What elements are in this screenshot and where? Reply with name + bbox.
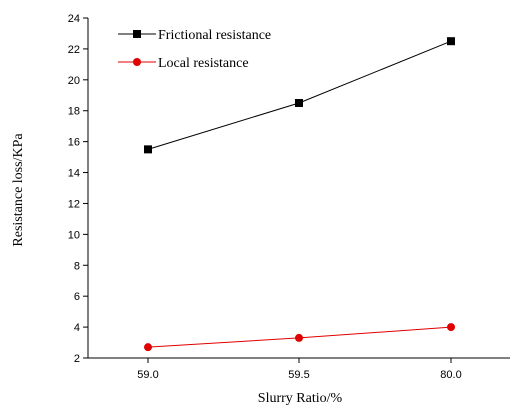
data-point (295, 99, 303, 107)
x-tick-label: 59.0 (137, 369, 158, 381)
plot-frame (87, 18, 510, 359)
y-tick-label: 16 (68, 137, 80, 149)
data-point (144, 145, 152, 154)
legend-label: Frictional resistance (158, 28, 271, 43)
y-axis-title: Resistance loss/KPa (11, 133, 26, 247)
legend-label: Local resistance (158, 56, 249, 71)
y-tick-label: 22 (68, 44, 80, 56)
legend-marker (133, 30, 141, 38)
y-tick-label: 10 (68, 229, 80, 241)
y-tick-label: 12 (68, 198, 80, 210)
x-tick-label: 80.0 (440, 369, 461, 381)
y-tick-label: 4 (74, 322, 80, 334)
y-tick-label: 20 (68, 75, 80, 87)
y-tick-label: 2 (74, 353, 80, 365)
legend-marker (133, 58, 141, 66)
y-tick-label: 18 (68, 106, 80, 118)
x-ticks: 59.0 59.5 80.0 (137, 358, 462, 381)
legend: Frictional resistance Local resistance (118, 28, 271, 71)
data-point (144, 343, 152, 352)
data-point (447, 323, 455, 332)
series-layer (144, 37, 455, 352)
y-tick-label: 24 (68, 13, 80, 25)
data-point (447, 37, 455, 46)
y-tick-label: 6 (74, 291, 80, 303)
y-tick-label: 14 (68, 168, 80, 180)
y-tick-label: 8 (74, 260, 80, 272)
data-point (295, 333, 303, 342)
x-axis-title: Slurry Ratio/% (258, 391, 343, 406)
x-tick-label: 59.5 (288, 369, 309, 381)
